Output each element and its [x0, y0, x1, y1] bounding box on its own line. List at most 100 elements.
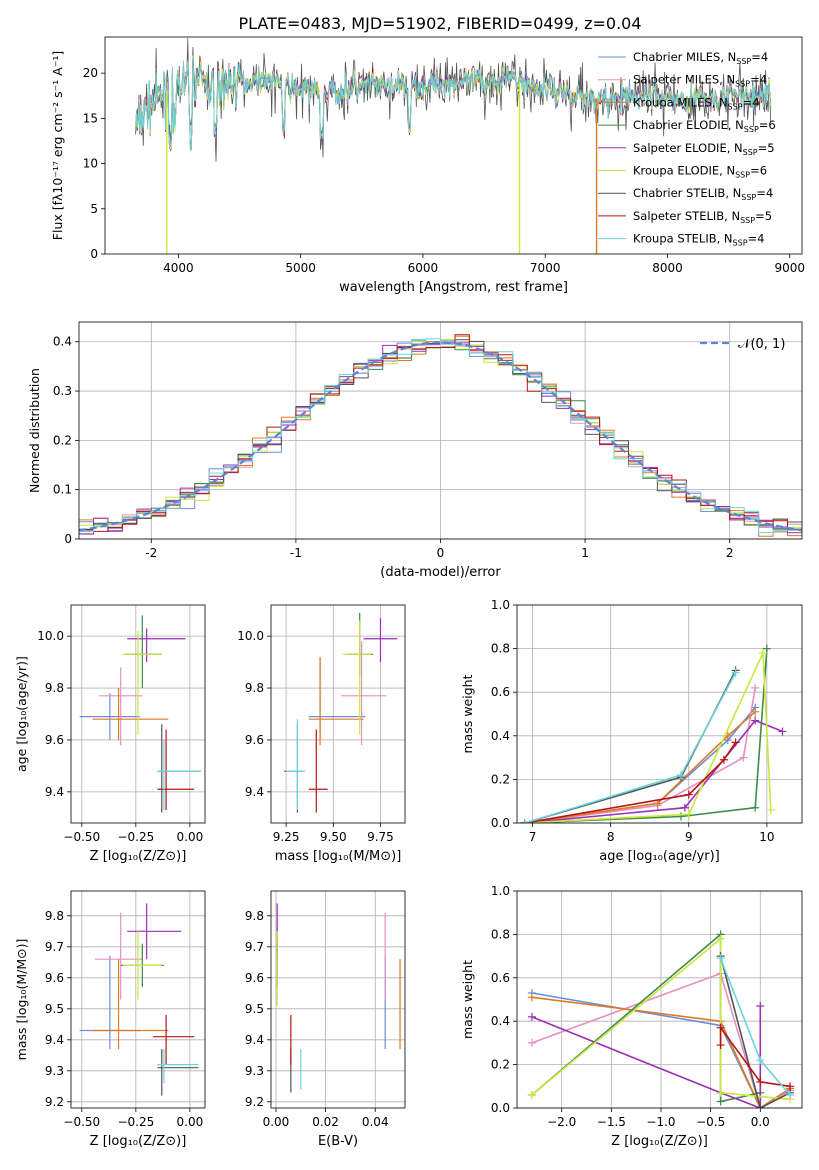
x-axis-label: (data-model)/error — [380, 565, 501, 580]
y-tick-label: 9.6 — [245, 733, 264, 747]
grid — [271, 605, 405, 823]
data-point-marker — [716, 1097, 725, 1106]
x-tick-label: 0.00 — [177, 830, 204, 844]
series-kroupa-stelib — [716, 954, 795, 1099]
panel-weight_vs_Z: −2.0 −1.5 −1.0 −0.5 0.0 0.0 0.2 0.4 0.6 0.8 1.0 Z [… — [460, 884, 803, 1149]
errorbar-salpeter-stelib — [157, 729, 195, 811]
ticks: −0.50 −0.25 0.00 9.2 9.3 9.4 9.5 9.6 9.7 9.8 — [45, 909, 203, 1129]
panel-age_vs_Z: −0.50 −0.25 0.00 9.4 9.6 9.8 10.0 Z [log₁₀(Z/Z⊙… — [14, 604, 206, 864]
y-axis-label: mass weight — [460, 960, 475, 1039]
legend-sub: SSP — [735, 80, 750, 89]
legend-entry: Salpeter ELODIE, NSSP=5 — [633, 141, 775, 157]
ticks: −2.0 −1.5 −1.0 −0.5 0.0 0.0 0.2 0.4 0.6 0.8 1.0 — [491, 884, 770, 1129]
series-line — [531, 972, 791, 1108]
data-point-marker — [716, 954, 725, 963]
legend-sub: SSP — [736, 57, 751, 66]
data-point-marker — [751, 803, 760, 812]
data-point-marker — [731, 668, 740, 677]
series-line — [524, 741, 737, 823]
legend-name: Salpeter ELODIE, N — [633, 141, 743, 155]
y-tick-label: 9.4 — [45, 1033, 64, 1047]
y-tick-label: 20 — [83, 66, 98, 80]
x-tick-label: 7000 — [530, 261, 561, 275]
y-tick-label: 10.0 — [37, 629, 64, 643]
y-tick-label: 0 — [64, 532, 72, 546]
ticks: -2 -1 0 1 2 0 0.1 0.2 0.3 0.4 — [53, 335, 734, 560]
data-point-marker — [778, 727, 787, 736]
y-tick-label: 9.5 — [245, 1002, 264, 1016]
data-point-marker — [762, 644, 771, 653]
x-axis-label: age [log₁₀(age/yr)] — [599, 849, 720, 864]
data-point-marker — [751, 716, 760, 725]
data-point-marker — [758, 648, 767, 657]
y-tick-label: 9.8 — [245, 681, 264, 695]
y-tick-label: 5 — [90, 202, 98, 216]
data-point-marker — [719, 755, 728, 764]
x-tick-label: -1 — [290, 546, 302, 560]
y-tick-label: 0.2 — [491, 772, 510, 786]
x-tick-label: −0.50 — [63, 1115, 100, 1129]
legend-n: =4 — [750, 73, 767, 87]
series-line — [524, 711, 756, 823]
legend-sub: SSP — [741, 193, 756, 202]
plot-area — [79, 903, 199, 1096]
y-tick-label: 9.6 — [245, 971, 264, 985]
normal-reference-curve — [79, 341, 802, 532]
axes-frame — [270, 604, 406, 824]
y-tick-label: 0 — [90, 247, 98, 261]
data-point-marker — [716, 1023, 725, 1032]
legend-sub: SSP — [728, 102, 743, 111]
errorbar-salpeter-elodie — [127, 903, 182, 960]
axes-frame — [70, 604, 206, 824]
errorbar-chabrier-miles — [308, 656, 366, 740]
series-line — [524, 652, 772, 823]
panel-mass_vs_EBV: 0.00 0.02 0.04 9.2 9.3 9.4 9.5 9.6 9.7 9.8 E(B-V) — [245, 890, 406, 1149]
data-point-marker — [716, 1041, 725, 1050]
series-chabrier-elodie — [527, 930, 765, 1106]
x-tick-label: 9 — [685, 830, 693, 844]
ticks: 4000 5000 6000 7000 8000 9000 0 5 10 15 20 — [83, 66, 805, 275]
y-tick-label: 9.3 — [45, 1064, 64, 1078]
y-tick-label: 9.7 — [45, 940, 64, 954]
legend-n: =4 — [756, 186, 773, 200]
errorbar-kroupa-miles — [92, 688, 169, 740]
plot-area — [79, 334, 802, 537]
data-point-marker — [756, 1077, 765, 1086]
y-tick-label: 0.2 — [491, 1058, 510, 1072]
y-tick-label: 9.4 — [245, 1033, 264, 1047]
y-tick-label: 0.3 — [53, 384, 72, 398]
series-line — [524, 672, 737, 823]
legend-name: Chabrier MILES, N — [633, 50, 736, 64]
axes-frame — [104, 36, 803, 255]
panel-spectrum: 4000 5000 6000 7000 8000 9000 0 5 10 15 20 waveleng… — [50, 36, 805, 295]
y-tick-label: 1.0 — [491, 884, 510, 898]
grid — [71, 605, 205, 823]
legend-name: Chabrier STELIB, N — [633, 186, 741, 200]
legend-sub: SSP — [735, 171, 750, 180]
errorbar-salpeter-miles — [340, 641, 387, 746]
series-line — [719, 1025, 791, 1088]
data-point-marker — [684, 790, 693, 799]
y-axis-label: Flux [fλ10⁻¹⁷ erg cm⁻² s⁻¹ A⁻¹] — [50, 51, 65, 240]
ticks: 9.25 9.50 9.75 9.4 9.6 9.8 10.0 — [237, 629, 394, 844]
y-tick-label: 9.4 — [45, 785, 64, 799]
errorbar-salpeter-miles — [99, 667, 143, 746]
plot-area — [276, 903, 401, 1093]
x-tick-label: 0.00 — [177, 1115, 204, 1129]
data-point-marker — [680, 803, 689, 812]
series-line — [531, 932, 761, 1103]
y-tick-label: 9.8 — [45, 681, 64, 695]
legend-name: Chabrier ELODIE, N — [633, 118, 744, 132]
legend-sub: SSP — [740, 216, 755, 225]
errorbar-kroupa-miles — [92, 959, 169, 1050]
series-line — [531, 936, 791, 1101]
errorbar-kroupa-stelib — [286, 719, 305, 811]
x-axis-label: Z [log₁₀(Z/Z⊙)] — [90, 849, 187, 864]
x-tick-label: 8000 — [652, 261, 683, 275]
data-point-marker — [766, 805, 775, 814]
ticks: 7 8 9 10 0.0 0.2 0.4 0.6 0.8 1.0 — [491, 598, 775, 844]
plot-area — [520, 644, 787, 823]
x-tick-label: 0.04 — [362, 1115, 389, 1129]
x-tick-label: −0.50 — [63, 830, 100, 844]
